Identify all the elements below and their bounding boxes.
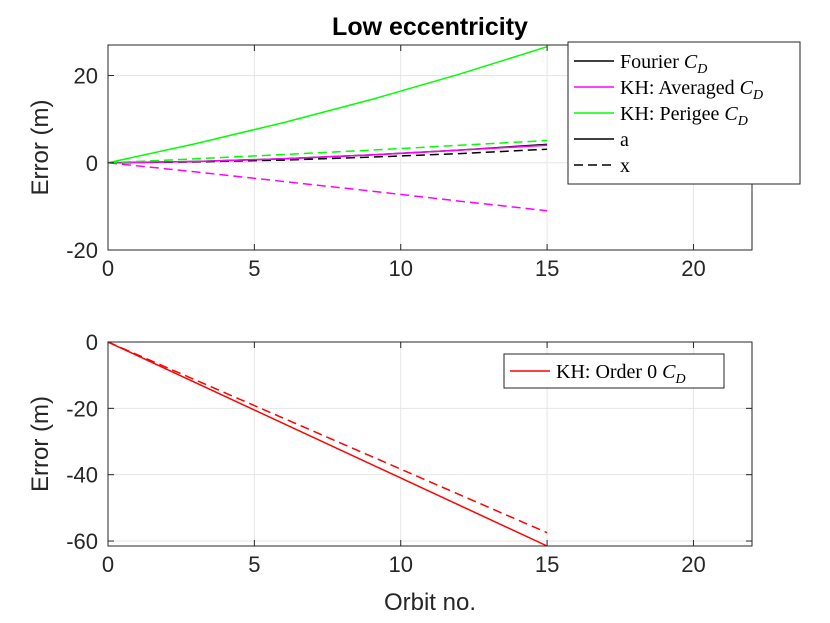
x-tick-label: 20 <box>681 256 705 281</box>
x-tick-label: 0 <box>102 256 114 281</box>
y-tick-label: -40 <box>66 463 98 488</box>
legend-label: Fourier CD <box>620 51 707 77</box>
series-line <box>108 139 548 164</box>
bottom-plot: 0 5 10 15 20 -60 -40 -20 0 Error (m) Orbit no. KH: … <box>27 330 753 616</box>
series-group <box>108 45 548 212</box>
y-tick-label: -20 <box>66 238 98 263</box>
x-tick-label: 5 <box>248 552 260 577</box>
legend-label-text: KH: Order 0 <box>556 361 662 383</box>
series-line <box>108 144 548 164</box>
legend-label-math: C <box>662 361 676 383</box>
legend-label: a <box>620 129 629 151</box>
y-tick-label: 0 <box>86 151 98 176</box>
x-tick-label: 10 <box>388 552 412 577</box>
series-line <box>108 45 548 164</box>
axes-box <box>107 341 753 547</box>
legend-label-sub: D <box>674 372 685 387</box>
x-tick-label: 5 <box>248 256 260 281</box>
y-tick-label: 0 <box>86 330 98 355</box>
y-axis-label: Error (m) <box>27 396 54 492</box>
legend-label: KH: Perigee CD <box>620 103 748 129</box>
x-tick-label: 15 <box>535 552 559 577</box>
x-tick-label: 20 <box>681 552 705 577</box>
legend: KH: Order 0 CD <box>503 353 725 389</box>
series-line <box>108 341 548 534</box>
legend-label-text: KH: Averaged <box>620 77 740 99</box>
legend-label-sub: D <box>752 88 763 103</box>
y-tick-label: 20 <box>74 64 98 89</box>
legend-label-sub: D <box>737 114 748 129</box>
legend-label-math: C <box>684 51 698 73</box>
x-tick-label: 10 <box>388 256 412 281</box>
legend-label-text: a <box>620 129 629 151</box>
y-axis-label: Error (m) <box>27 100 54 196</box>
x-tick-label: 0 <box>102 552 114 577</box>
series-line <box>108 341 548 547</box>
figure-title: Low eccentricity <box>332 13 528 41</box>
legend-label-text: Fourier <box>620 51 684 73</box>
x-tick-label: 15 <box>535 256 559 281</box>
x-axis-label: Orbit no. <box>384 589 476 616</box>
legend-label: KH: Averaged CD <box>620 77 763 103</box>
legend-label: KH: Order 0 CD <box>556 361 686 387</box>
legend-label-sub: D <box>696 62 707 77</box>
legend-label-text: x <box>620 155 630 177</box>
y-tick-label: -60 <box>66 529 98 554</box>
y-tick-label: -20 <box>66 396 98 421</box>
legend-label: x <box>620 155 630 177</box>
series-line <box>108 162 548 212</box>
series-group <box>108 341 548 547</box>
legend-label-math: C <box>724 103 738 125</box>
legend-label-text: KH: Perigee <box>620 103 724 125</box>
legend-label-math: C <box>740 77 754 99</box>
